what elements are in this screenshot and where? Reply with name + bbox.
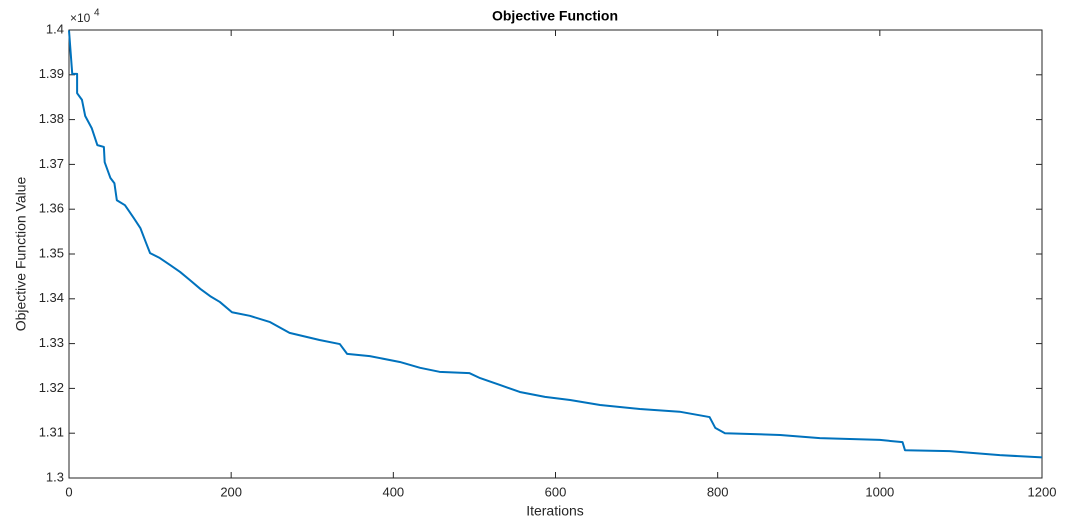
y-tick-label: 1.37 bbox=[39, 156, 64, 171]
y-tick-label: 1.34 bbox=[39, 290, 64, 305]
chart-title: Objective Function bbox=[492, 8, 618, 24]
x-tick-label: 1000 bbox=[865, 484, 894, 499]
y-tick-label: 1.39 bbox=[39, 66, 64, 81]
y-tick-label: 1.4 bbox=[46, 21, 64, 36]
y-tick-label: 1.36 bbox=[39, 201, 64, 216]
y-exponent-base: ×10 bbox=[70, 11, 91, 25]
line-series bbox=[68, 30, 1043, 459]
y-axis-label: Objective Function Value bbox=[13, 176, 29, 331]
y-tick-label: 1.31 bbox=[39, 425, 64, 440]
y-tick-label: 1.33 bbox=[39, 335, 64, 350]
y-tick-label: 1.3 bbox=[46, 469, 64, 484]
y-tick-label: 1.32 bbox=[39, 380, 64, 395]
y-tick-label: 1.38 bbox=[39, 111, 64, 126]
x-axis-label: Iterations bbox=[526, 503, 584, 519]
x-tick-label: 1200 bbox=[1028, 484, 1057, 499]
x-tick-label: 400 bbox=[382, 484, 404, 499]
x-tick-label: 600 bbox=[545, 484, 567, 499]
y-tick-label: 1.35 bbox=[39, 245, 64, 260]
x-tick-label: 200 bbox=[220, 484, 242, 499]
x-tick-label: 800 bbox=[707, 484, 729, 499]
x-tick-label: 0 bbox=[65, 484, 72, 499]
y-exponent-power: 4 bbox=[94, 8, 100, 19]
